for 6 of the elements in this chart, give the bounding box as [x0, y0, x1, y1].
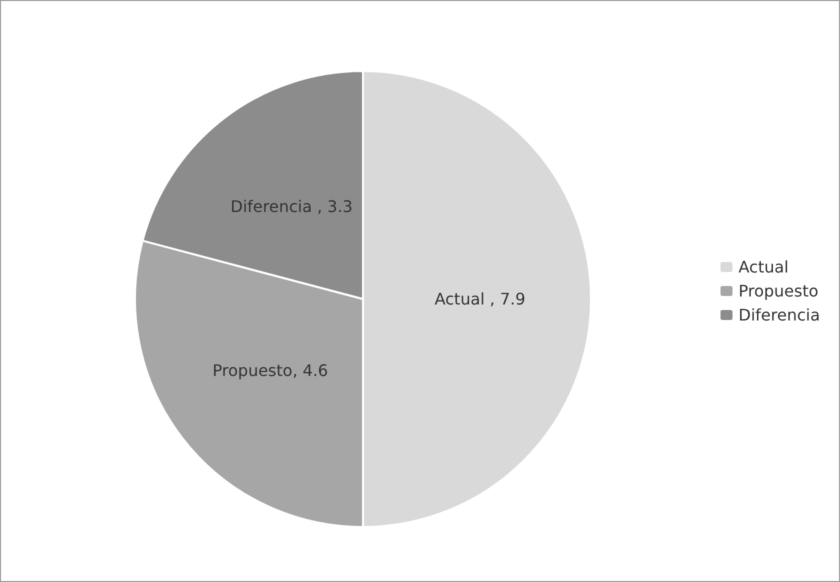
- data-label: Diferencia , 3.3: [230, 196, 353, 216]
- data-label: Propuesto, 4.6: [212, 360, 328, 380]
- data-label: Actual , 7.9: [434, 290, 526, 308]
- legend-label: Diferencia: [738, 306, 820, 324]
- legend-label: Actual: [738, 258, 789, 276]
- legend-label: Propuesto: [738, 282, 818, 300]
